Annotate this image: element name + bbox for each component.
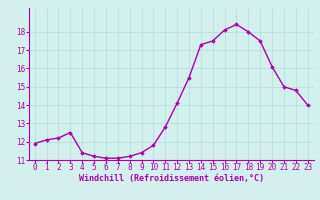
X-axis label: Windchill (Refroidissement éolien,°C): Windchill (Refroidissement éolien,°C) [79,174,264,183]
